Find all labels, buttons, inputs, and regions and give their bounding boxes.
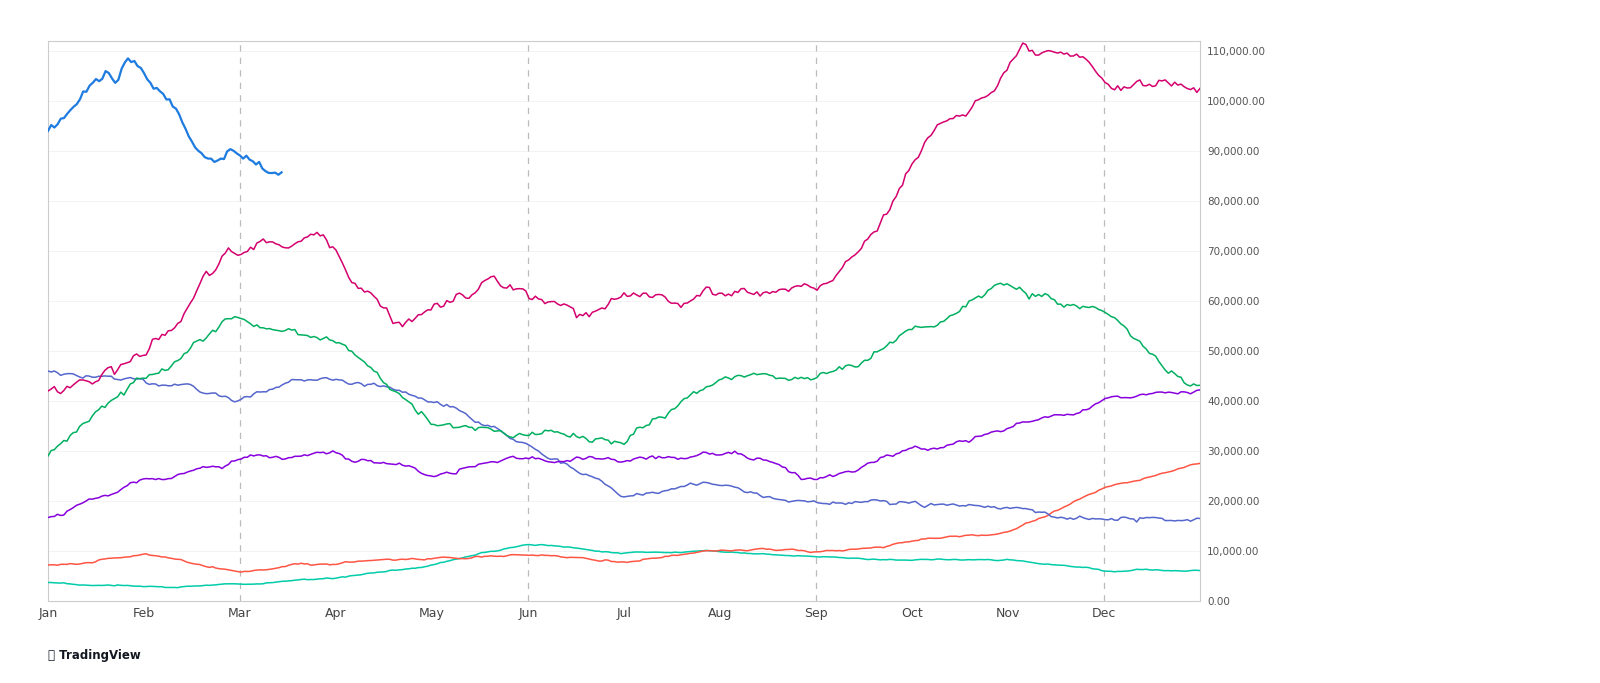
Text: 2019: 2019 [1355, 561, 1386, 570]
Text: 46,324.32: 46,324.32 [1443, 365, 1502, 374]
Text: 94,875.49: 94,875.49 [1443, 122, 1502, 132]
Text: 79,821.20: 79,821.20 [1443, 197, 1502, 207]
Text: 29,396.95: 29,396.95 [1443, 449, 1502, 459]
Text: 2024: 2024 [1355, 122, 1386, 132]
Text: 44,154.19: 44,154.19 [1443, 375, 1502, 385]
Text: 2022: 2022 [1355, 513, 1386, 523]
Text: 7,114.33: 7,114.33 [1446, 561, 1499, 570]
Text: 16,576.66: 16,576.66 [1443, 513, 1502, 523]
Text: 2023: 2023 [1355, 375, 1386, 385]
Text: 2020: 2020 [1355, 449, 1386, 459]
Text: ⧉ TradingView: ⧉ TradingView [48, 649, 141, 663]
Text: 2021: 2021 [1355, 365, 1386, 374]
Text: 2025: 2025 [1355, 197, 1386, 207]
